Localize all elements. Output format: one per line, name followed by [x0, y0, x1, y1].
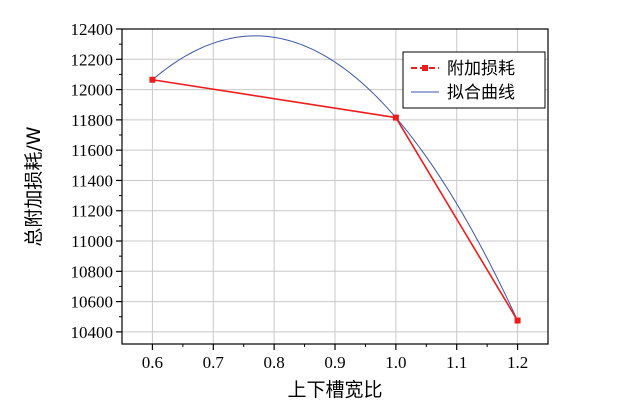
y-tick-label: 10600: [71, 293, 114, 312]
series-layer: [149, 35, 521, 324]
x-tick-labels: 0.6 0.7 0.8 0.9 1.0 1.1 1.2: [142, 353, 528, 372]
legend-marker-measured: [422, 65, 428, 71]
y-tick-label: 12000: [71, 81, 114, 100]
measured-point: [514, 317, 521, 324]
x-tick-label: 1.2: [507, 353, 528, 372]
y-tick-label: 12200: [71, 50, 114, 69]
x-tick-label: 0.7: [203, 353, 225, 372]
legend-box: [402, 51, 546, 109]
y-tick-label: 11600: [71, 141, 113, 160]
legend: 附加损耗 拟合曲线: [402, 51, 546, 109]
measured-point: [149, 76, 156, 83]
y-tick-label: 11800: [71, 111, 113, 130]
y-tick-label: 10400: [71, 323, 114, 342]
y-tick-label: 11400: [71, 171, 113, 190]
legend-label-fit: 拟合曲线: [447, 83, 515, 103]
y-tick-label: 12400: [71, 20, 114, 39]
axis-ticks: [116, 28, 519, 350]
fit-curve-line: [152, 35, 519, 321]
x-tick-label: 0.8: [264, 353, 285, 372]
y-tick-label: 11000: [71, 232, 113, 251]
x-tick-label: 0.6: [142, 353, 163, 372]
y-tick-labels: 10400 10600 10800 11000 11200 11400 11600 11800…: [71, 20, 114, 342]
y-tick-label: 11200: [71, 202, 113, 221]
x-axis-title: 上下槽宽比: [287, 379, 382, 401]
y-axis-title: 总附加损耗/W: [23, 126, 45, 246]
x-tick-label: 1.1: [446, 353, 467, 372]
y-tick-label: 10800: [71, 262, 114, 281]
x-tick-label: 1.0: [385, 353, 406, 372]
legend-label-measured: 附加损耗: [447, 59, 515, 79]
measured-point: [392, 114, 399, 121]
x-tick-label: 0.9: [324, 353, 345, 372]
